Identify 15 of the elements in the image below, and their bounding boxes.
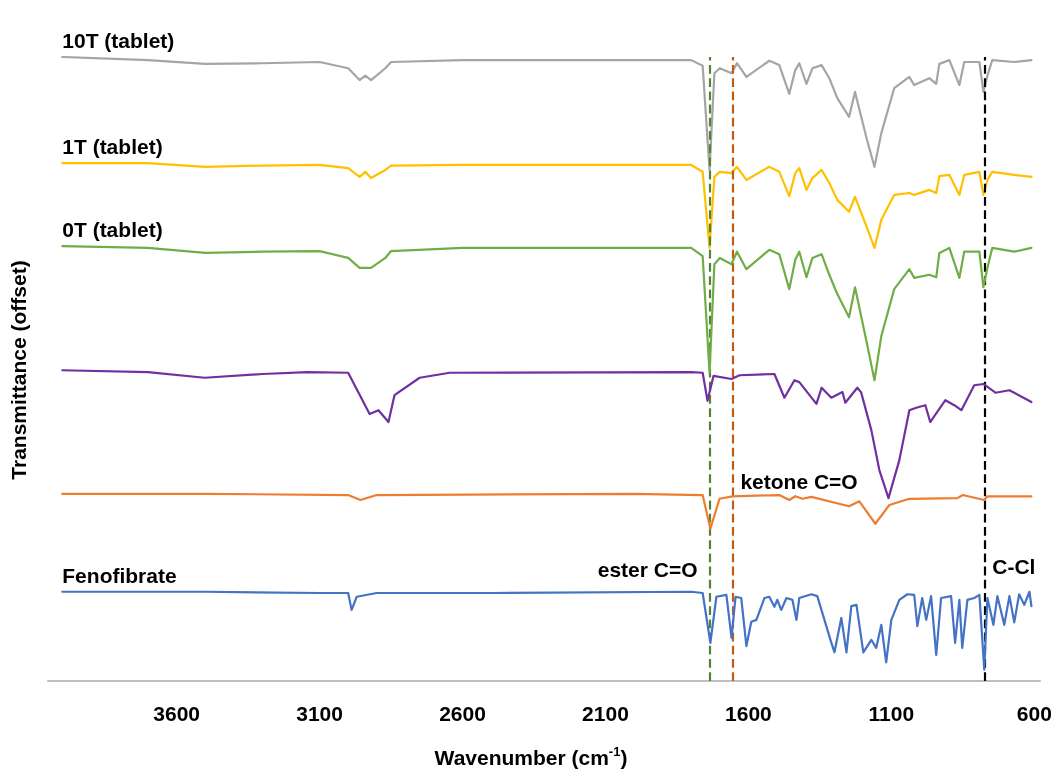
ref-line-label: ketone C=O — [740, 469, 858, 493]
x-tick-label: 1600 — [725, 702, 772, 725]
series-label: 10T (tablet) — [62, 29, 175, 52]
x-tick-label: 600 — [1016, 702, 1052, 725]
x-tick-label: 1100 — [868, 702, 915, 725]
x-tick-label: 2100 — [582, 702, 629, 725]
x-tick-label: 3600 — [153, 702, 200, 725]
x-tick-label: 2600 — [439, 702, 486, 725]
ref-line-label: C-Cl — [992, 555, 1036, 579]
x-tick-label: 3100 — [296, 702, 343, 725]
series-label: 0T (tablet) — [62, 218, 163, 242]
series-label: Fenofibrate — [62, 563, 177, 587]
y-axis-title: Transmittance (offset) — [6, 260, 30, 480]
series-label: 1T (tablet) — [62, 135, 163, 159]
ref-line-label: ester C=O — [597, 558, 698, 582]
